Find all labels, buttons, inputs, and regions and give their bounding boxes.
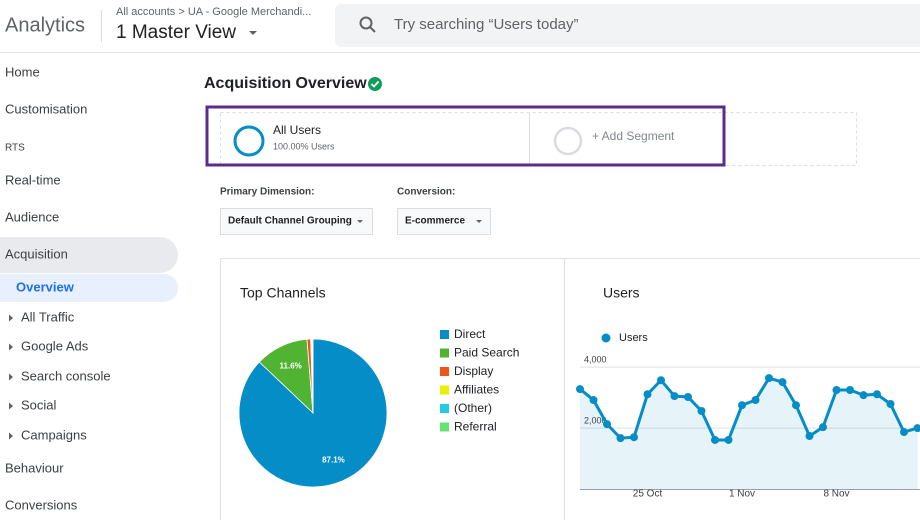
nav-caret	[9, 343, 13, 351]
legend-label[interactable]: Paid Search	[454, 346, 519, 360]
nav-item[interactable]: All Traffic	[21, 309, 75, 324]
nav-caret	[9, 402, 13, 410]
point	[913, 424, 920, 433]
point	[792, 401, 800, 410]
nav-item[interactable]: Acquisition	[5, 246, 68, 261]
point	[684, 392, 692, 401]
point	[630, 433, 638, 442]
segment-name[interactable]: All Users	[273, 123, 321, 137]
primary-dimension-label: Primary Dimension:	[220, 187, 314, 198]
x-tick-label: 25 Oct	[633, 489, 663, 500]
page-title: Acquisition Overview	[204, 75, 367, 92]
legend-swatch	[440, 404, 449, 413]
nav-item[interactable]: Real-time	[5, 172, 61, 187]
legend-swatch	[440, 385, 449, 395]
point	[819, 423, 827, 432]
nav-item[interactable]: Overview	[16, 279, 75, 294]
dropdown-arrow	[476, 220, 482, 223]
conversion-label: Conversion:	[397, 187, 455, 198]
segment-bar	[220, 112, 857, 166]
legend-label[interactable]: (Other)	[454, 401, 492, 415]
point	[657, 376, 665, 385]
legend-swatch	[440, 422, 449, 432]
point	[886, 400, 895, 409]
search-placeholder[interactable]: Try searching “Users today”	[394, 16, 579, 33]
x-tick-label: 8 Nov	[823, 489, 849, 500]
nav-active-item	[0, 274, 178, 302]
slice-label: 87.1%	[322, 456, 345, 465]
search-icon	[369, 26, 376, 33]
card	[564, 258, 920, 520]
add-segment-icon	[553, 126, 583, 156]
point	[697, 407, 706, 416]
point	[589, 396, 598, 405]
point	[616, 434, 625, 443]
point	[778, 378, 787, 387]
nav-item[interactable]: Customisation	[5, 101, 87, 116]
legend-swatch	[440, 367, 449, 376]
verified-icon	[368, 77, 382, 91]
legend-label[interactable]: Users	[619, 332, 648, 344]
point	[576, 385, 584, 394]
app-name[interactable]: Analytics	[5, 14, 85, 36]
primary-dimension-dropdown[interactable]	[220, 208, 373, 235]
point	[670, 392, 679, 401]
legend-label[interactable]: Affiliates	[454, 383, 499, 397]
point	[805, 431, 814, 440]
nav-caret	[9, 432, 13, 440]
nav-item[interactable]: Home	[5, 64, 40, 79]
nav-section: RTS	[5, 143, 25, 154]
verified-check	[370, 80, 380, 88]
point	[751, 396, 760, 405]
nav-item[interactable]: Social	[21, 397, 57, 412]
point	[643, 390, 652, 399]
segment-detail: 100.00% Users	[273, 141, 335, 151]
conversion-dropdown[interactable]	[397, 208, 491, 235]
dropdown-arrow	[249, 31, 257, 35]
search-icon	[359, 16, 373, 30]
x-tick-label: 1 Nov	[729, 489, 755, 500]
nav-item[interactable]: Audience	[5, 209, 59, 224]
legend-swatch	[440, 348, 449, 358]
y-tick-label: 4,000	[584, 355, 607, 365]
view-selector[interactable]: 1 Master View	[116, 22, 236, 43]
point	[900, 428, 908, 437]
point	[873, 390, 881, 399]
y-tick-label: 2,000	[584, 415, 607, 425]
nav-item[interactable]: Behaviour	[5, 460, 64, 475]
legend-swatch	[440, 330, 449, 339]
primary-dimension-value[interactable]: Default Channel Grouping	[228, 216, 352, 227]
nav-item[interactable]: Search console	[21, 368, 111, 383]
conversion-value[interactable]: E-commerce	[405, 216, 465, 227]
legend-label[interactable]: Direct	[454, 327, 486, 341]
point	[846, 385, 854, 394]
highlight-box	[205, 105, 726, 167]
area	[580, 378, 918, 489]
slice-label: 11.6%	[280, 361, 302, 370]
point	[765, 374, 773, 383]
breadcrumb[interactable]: All accounts > UA - Google Merchandi...	[116, 6, 311, 18]
legend-swatch	[601, 333, 611, 343]
dropdown-arrow	[357, 220, 363, 223]
point	[603, 420, 611, 429]
point	[832, 385, 841, 394]
nav-caret	[9, 314, 13, 322]
point	[738, 401, 746, 410]
segment-icon	[233, 125, 265, 157]
search-box[interactable]	[335, 4, 920, 47]
legend-label[interactable]: Display	[454, 364, 493, 378]
point	[859, 391, 868, 400]
nav-item[interactable]: Conversions	[5, 497, 78, 512]
chart-title: Top Channels	[240, 285, 326, 301]
nav-item[interactable]: Google Ads	[21, 338, 89, 353]
nav-active-group	[0, 237, 178, 273]
nav-caret	[9, 373, 13, 381]
nav-item[interactable]: Campaigns	[21, 427, 87, 442]
legend-label[interactable]: Referral	[454, 420, 497, 434]
add-segment[interactable]: + Add Segment	[592, 129, 675, 143]
point	[724, 435, 733, 444]
chart-title: Users	[603, 285, 640, 301]
point	[711, 435, 719, 444]
